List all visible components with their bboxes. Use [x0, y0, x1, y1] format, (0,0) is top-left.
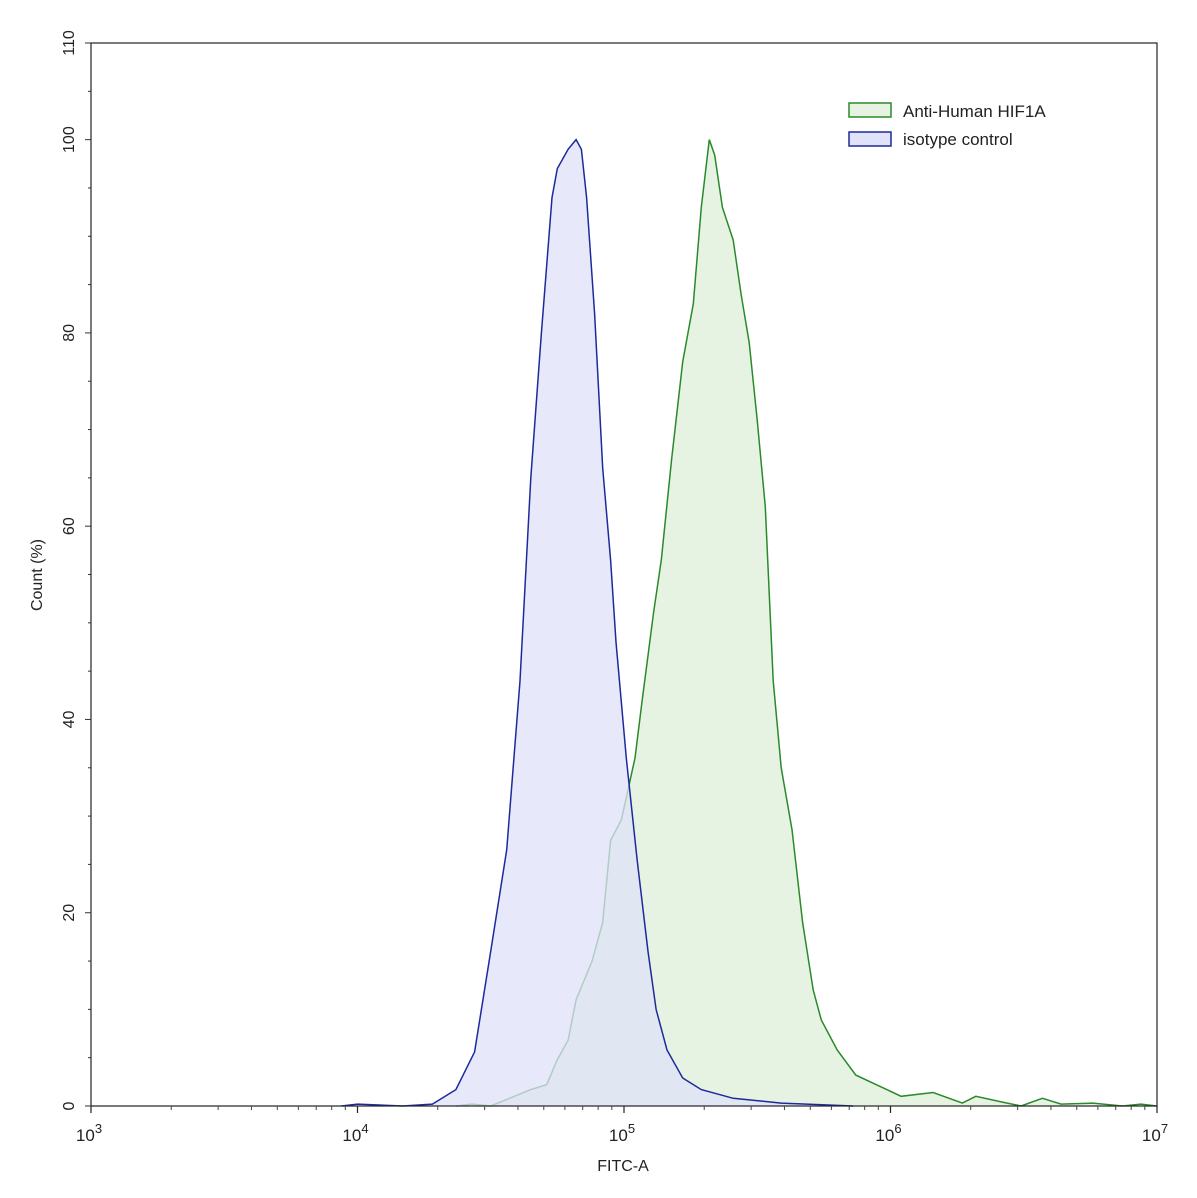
x-tick-label: 103	[76, 1121, 102, 1145]
y-tick-label: 60	[61, 517, 78, 535]
legend-label-hif1a: Anti-Human HIF1A	[903, 102, 1046, 121]
series-line-1	[341, 138, 854, 1107]
y-tick-label: 0	[61, 1101, 78, 1110]
legend-swatch-isotype	[848, 131, 892, 147]
series-layer	[341, 138, 1158, 1107]
x-axis-label: FITC-A	[597, 1158, 649, 1175]
x-tick-label: 105	[609, 1121, 635, 1145]
x-tick-label: 106	[875, 1121, 901, 1145]
y-tick-label: 110	[61, 30, 78, 56]
series-fill-1	[341, 139, 854, 1107]
legend: Anti-Human HIF1A isotype control	[848, 102, 1046, 149]
y-axis-label: Count (%)	[29, 539, 46, 611]
y-tick-label: 80	[61, 324, 78, 342]
x-tick-label: 107	[1142, 1121, 1168, 1145]
y-tick-label: 100	[61, 126, 78, 153]
axes-layer: 103 104 105 106 107 0 20 40 60 80 100 110	[61, 30, 1168, 1145]
legend-swatch-hif1a	[848, 102, 892, 118]
y-tick-label: 20	[61, 904, 78, 922]
y-tick-label: 40	[61, 710, 78, 728]
legend-label-isotype: isotype control	[903, 130, 1013, 149]
x-tick-label: 104	[342, 1121, 368, 1145]
